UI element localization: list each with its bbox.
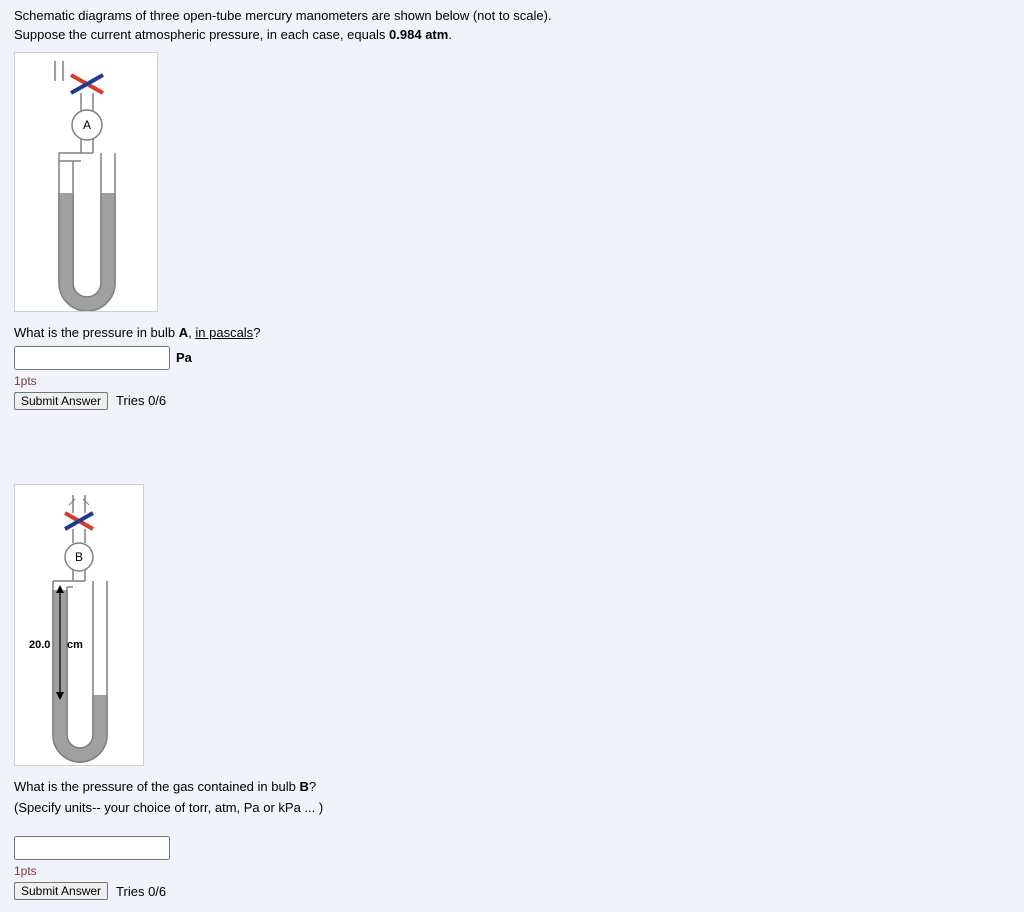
- answer-input-b[interactable]: [14, 836, 170, 860]
- units-hint: (Specify units-- your choice of torr, at…: [14, 800, 1010, 817]
- mercury-a: [59, 193, 115, 311]
- intro-line-1: Schematic diagrams of three open-tube me…: [14, 8, 1010, 25]
- valve-icon: [71, 75, 103, 93]
- measurement-value: 20.0: [29, 639, 50, 651]
- measurement-unit: cm: [67, 639, 83, 651]
- question-b-text: What is the pressure of the gas containe…: [14, 779, 1010, 796]
- pts-a: 1pts: [14, 374, 1010, 388]
- bulb-a-label: A: [83, 118, 91, 132]
- qa-suffix: ?: [253, 325, 260, 340]
- tries-b: Tries 0/6: [116, 884, 166, 899]
- answer-row-b: [14, 836, 1010, 860]
- diagram-b: B: [14, 484, 144, 766]
- qb-bold: B: [299, 779, 308, 794]
- section-gap-1: [14, 414, 1010, 478]
- mercury-b: [53, 590, 107, 762]
- answer-row-a: Pa: [14, 346, 1010, 370]
- qa-underline: in pascals: [195, 325, 253, 340]
- submit-button-b[interactable]: Submit Answer: [14, 882, 108, 900]
- bulb-b-label: B: [75, 550, 83, 564]
- diagram-a: A: [14, 52, 158, 312]
- spacer-b: [14, 820, 1010, 832]
- valve-icon-b: [65, 513, 93, 529]
- manometer-a-svg: A: [15, 53, 157, 311]
- submit-row-a: Submit Answer Tries 0/6: [14, 392, 1010, 410]
- atm-value: 0.984 atm: [389, 27, 448, 42]
- submit-row-b: Submit Answer Tries 0/6: [14, 882, 1010, 900]
- manometer-b-svg: B: [15, 485, 143, 765]
- answer-input-a[interactable]: [14, 346, 170, 370]
- unit-label-a: Pa: [176, 350, 192, 365]
- submit-button-a[interactable]: Submit Answer: [14, 392, 108, 410]
- tries-a: Tries 0/6: [116, 393, 166, 408]
- page-content: Schematic diagrams of three open-tube me…: [0, 0, 1024, 912]
- intro-line-2-suffix: .: [448, 27, 452, 42]
- qb-suffix: ?: [309, 779, 316, 794]
- qa-prefix: What is the pressure in bulb: [14, 325, 179, 340]
- intro-line-2-prefix: Suppose the current atmospheric pressure…: [14, 27, 389, 42]
- intro-line-2: Suppose the current atmospheric pressure…: [14, 27, 1010, 44]
- qa-bold: A: [179, 325, 188, 340]
- qb-prefix: What is the pressure of the gas containe…: [14, 779, 299, 794]
- question-a-text: What is the pressure in bulb A, in pasca…: [14, 325, 1010, 342]
- pts-b: 1pts: [14, 864, 1010, 878]
